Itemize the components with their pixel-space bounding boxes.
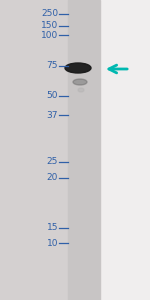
Bar	[100, 0, 150, 300]
Text: 150: 150	[41, 22, 58, 31]
Text: 50: 50	[46, 92, 58, 100]
Text: 10: 10	[46, 238, 58, 247]
Text: 250: 250	[41, 10, 58, 19]
Text: 37: 37	[46, 110, 58, 119]
Ellipse shape	[65, 63, 91, 73]
Text: 15: 15	[46, 224, 58, 232]
Text: 100: 100	[41, 31, 58, 40]
Ellipse shape	[78, 88, 84, 92]
Text: 75: 75	[46, 61, 58, 70]
Text: 20: 20	[47, 173, 58, 182]
Text: 25: 25	[47, 158, 58, 166]
Bar	[68, 0, 100, 300]
Ellipse shape	[73, 79, 87, 85]
